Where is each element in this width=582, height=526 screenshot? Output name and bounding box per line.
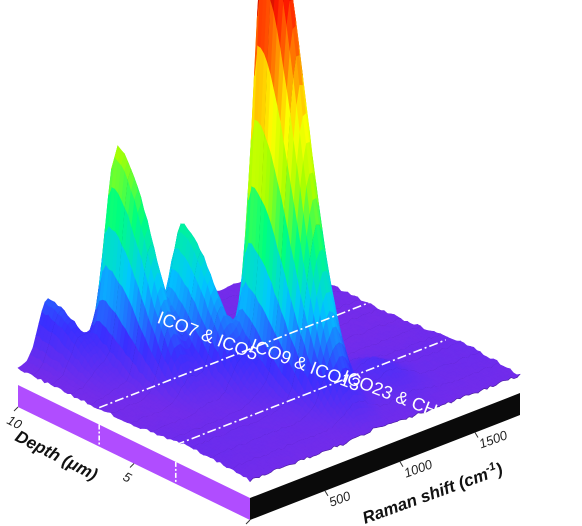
waterfall-surface (17, 0, 521, 483)
